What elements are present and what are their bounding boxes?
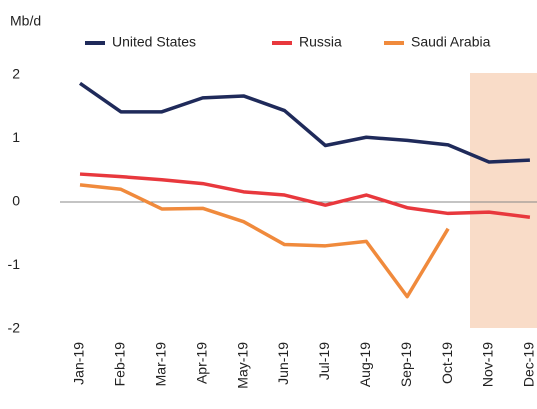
x-tick-label: Oct-19 [439,342,455,384]
x-tick-label: Jul-19 [316,342,332,380]
x-tick-label: Mar-19 [153,342,169,387]
x-tick-label: May-19 [234,342,250,389]
forecast-shade [470,73,537,328]
y-tick-label: -1 [8,256,21,272]
series-line [79,183,450,299]
y-tick-label: 0 [12,193,20,209]
x-tick-label: Nov-19 [480,342,496,387]
x-tick-label: Jun-19 [275,342,291,385]
y-tick-label: 1 [12,129,20,145]
y-tick-label: 2 [12,66,20,82]
series-line [79,172,531,219]
x-tick-label: Aug-19 [357,342,373,387]
x-tick-label: Feb-19 [112,342,128,387]
x-tick-label: Sep-19 [398,342,414,387]
x-tick-label: Jan-19 [71,342,87,385]
x-tick-label: Apr-19 [193,342,209,384]
y-tick-label: -2 [8,320,21,336]
series-line [78,81,530,164]
x-tick-label: Dec-19 [521,342,537,387]
legend-label: United States [112,34,196,50]
legend-label: Russia [299,34,342,50]
y-axis-label: Mb/d [10,13,41,29]
legend-label: Saudi Arabia [411,34,491,50]
